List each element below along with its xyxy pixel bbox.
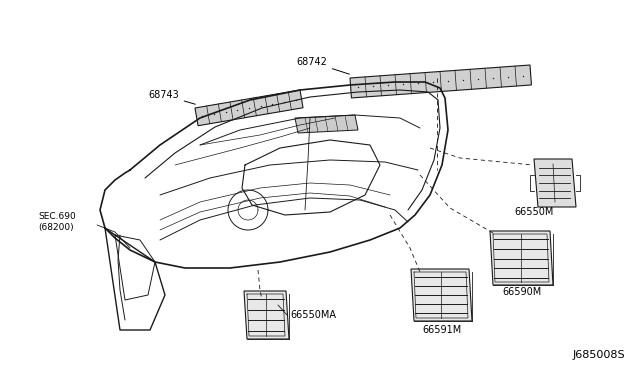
Text: J685008S: J685008S (572, 350, 625, 360)
Polygon shape (295, 115, 358, 133)
Polygon shape (534, 159, 576, 207)
Polygon shape (411, 269, 472, 321)
Text: 68743: 68743 (148, 90, 195, 104)
Polygon shape (350, 65, 531, 98)
Text: SEC.690
(68200): SEC.690 (68200) (38, 212, 76, 232)
Polygon shape (490, 231, 553, 285)
Text: 66590M: 66590M (502, 287, 541, 297)
Text: 66591M: 66591M (422, 325, 461, 335)
Polygon shape (244, 291, 289, 339)
Polygon shape (195, 90, 303, 126)
Text: 66550M: 66550M (515, 207, 554, 217)
Text: 66550MA: 66550MA (290, 310, 336, 320)
Text: 68742: 68742 (296, 57, 349, 74)
